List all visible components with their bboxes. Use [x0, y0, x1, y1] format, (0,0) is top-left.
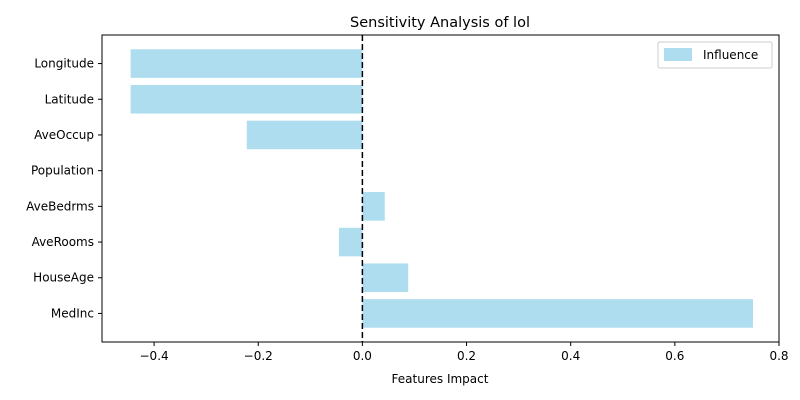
bar-avebedrms [362, 192, 385, 221]
legend-swatch [664, 48, 692, 61]
bar-houseage [362, 263, 409, 293]
x-tick-label: 0.6 [665, 349, 684, 363]
y-tick-label-medinc: MedInc [51, 306, 94, 320]
x-tick-label: −0.2 [244, 349, 273, 363]
x-axis-title: Features Impact [392, 372, 489, 386]
bar-averooms [338, 227, 363, 257]
y-tick-label-avebedrms: AveBedrms [26, 199, 94, 213]
legend: Influence [657, 41, 773, 69]
x-tick-label: −0.4 [140, 349, 169, 363]
y-tick-label-latitude: Latitude [45, 92, 94, 106]
x-tick-label: 0.0 [353, 349, 372, 363]
legend-label: Influence [703, 48, 758, 62]
plot-frame [101, 34, 780, 343]
y-tick-label-averooms: AveRooms [32, 235, 94, 249]
x-tick-label: 0.4 [561, 349, 580, 363]
bar-medinc [362, 299, 753, 328]
bar-longitude [130, 49, 363, 78]
y-axis: MedInc HouseAge AveRooms AveBedrms Populatio… [26, 57, 102, 320]
bars-group [130, 49, 753, 328]
bar-aveoccup [246, 120, 363, 150]
bar-latitude [130, 84, 363, 114]
y-tick-label-longitude: Longitude [34, 57, 94, 71]
y-tick-label-population: Population [31, 164, 94, 178]
x-tick-label: 0.2 [457, 349, 476, 363]
y-tick-label-houseage: HouseAge [33, 271, 94, 285]
x-axis: −0.4 −0.2 0.0 0.2 0.4 0.6 0.8 [140, 342, 789, 363]
chart-title: Sensitivity Analysis of lol [350, 15, 530, 31]
x-tick-label: 0.8 [769, 349, 788, 363]
y-tick-label-aveoccup: AveOccup [34, 128, 94, 142]
